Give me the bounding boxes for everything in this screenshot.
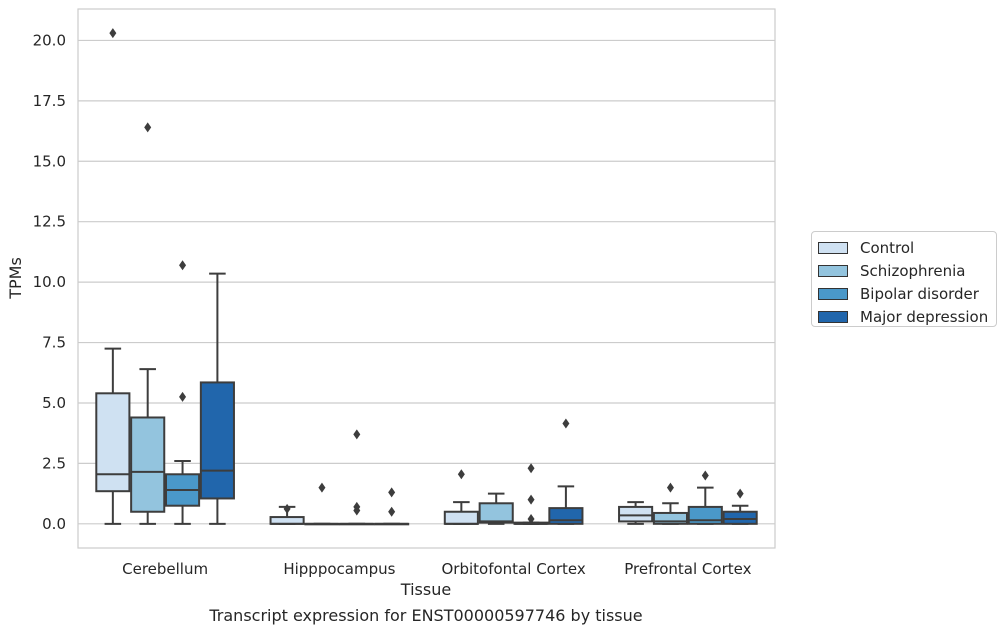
y-axis-label: TPMs — [6, 257, 25, 300]
box — [652, 511, 689, 525]
box-groups — [95, 28, 758, 526]
box — [687, 505, 723, 525]
plot-area-frame — [77, 8, 776, 549]
legend-swatch-major-depression — [818, 310, 848, 323]
legend-label-control: Control — [860, 238, 915, 257]
outlier-point — [388, 506, 396, 517]
outlier-point — [144, 122, 152, 133]
box — [269, 516, 305, 525]
legend-item-control: Control — [818, 236, 990, 259]
outlier-point — [353, 505, 361, 516]
legend-item-major-depression: Major depression — [818, 305, 990, 328]
legend: Control Schizophrenia Bipolar disorder M… — [811, 231, 997, 327]
box — [478, 502, 514, 524]
box — [548, 507, 584, 525]
legend-item-bipolar: Bipolar disorder — [818, 282, 990, 305]
x-tick-label: Hipppocampus — [283, 560, 395, 578]
outlier-point — [457, 469, 465, 480]
y-tick-label: 5.0 — [42, 394, 66, 412]
legend-label-bipolar: Bipolar disorder — [860, 284, 979, 303]
box — [443, 510, 479, 525]
outlier-point — [562, 418, 570, 429]
outlier-point — [179, 260, 187, 271]
box — [618, 505, 654, 523]
grid-lines — [78, 39, 775, 525]
outlier-point — [666, 482, 674, 493]
outlier-point — [736, 488, 744, 499]
legend-swatch-control — [818, 241, 848, 254]
outlier-point — [527, 513, 535, 524]
x-tick-label: Prefrontal Cortex — [624, 560, 751, 578]
outlier-point — [527, 463, 535, 474]
y-tick-label: 10.0 — [33, 273, 66, 291]
outlier-point — [388, 487, 396, 498]
legend-label-schizophrenia: Schizophrenia — [860, 261, 966, 280]
legend-label-major-depression: Major depression — [860, 307, 989, 326]
y-tick-label: 2.5 — [42, 454, 66, 472]
outlier-point — [353, 429, 361, 440]
legend-swatch-bipolar — [818, 287, 848, 300]
legend-item-schizophrenia: Schizophrenia — [818, 259, 990, 282]
x-tick-label: Cerebellum — [122, 560, 208, 578]
y-tick-label: 15.0 — [33, 152, 66, 170]
box — [95, 392, 131, 493]
legend-swatch-schizophrenia — [818, 264, 848, 277]
box — [722, 510, 758, 525]
x-tick-label: Orbitofontal Cortex — [442, 560, 586, 578]
outlier-point — [527, 494, 535, 505]
outlier-point — [283, 503, 291, 514]
box — [199, 381, 235, 500]
y-tick-label: 7.5 — [42, 334, 66, 352]
outlier-point — [318, 482, 326, 493]
y-tick-label: 0.0 — [42, 515, 66, 533]
y-tick-label: 20.0 — [33, 31, 66, 49]
outlier-point — [701, 470, 709, 481]
outlier-point — [179, 391, 187, 402]
figure-caption: Transcript expression for ENST0000059774… — [209, 606, 643, 625]
y-tick-label: 17.5 — [33, 92, 66, 110]
box — [130, 416, 166, 513]
x-tick-labels: Cerebellum Hipppocampus Orbitofontal Corte… — [122, 560, 751, 578]
y-tick-labels: 0.0 2.5 5.0 7.5 10.0 12.5 15.0 17.5 20.0 — [33, 31, 66, 532]
y-tick-label: 12.5 — [33, 213, 66, 231]
outlier-point — [109, 28, 117, 39]
x-axis-label: Tissue — [400, 580, 451, 599]
